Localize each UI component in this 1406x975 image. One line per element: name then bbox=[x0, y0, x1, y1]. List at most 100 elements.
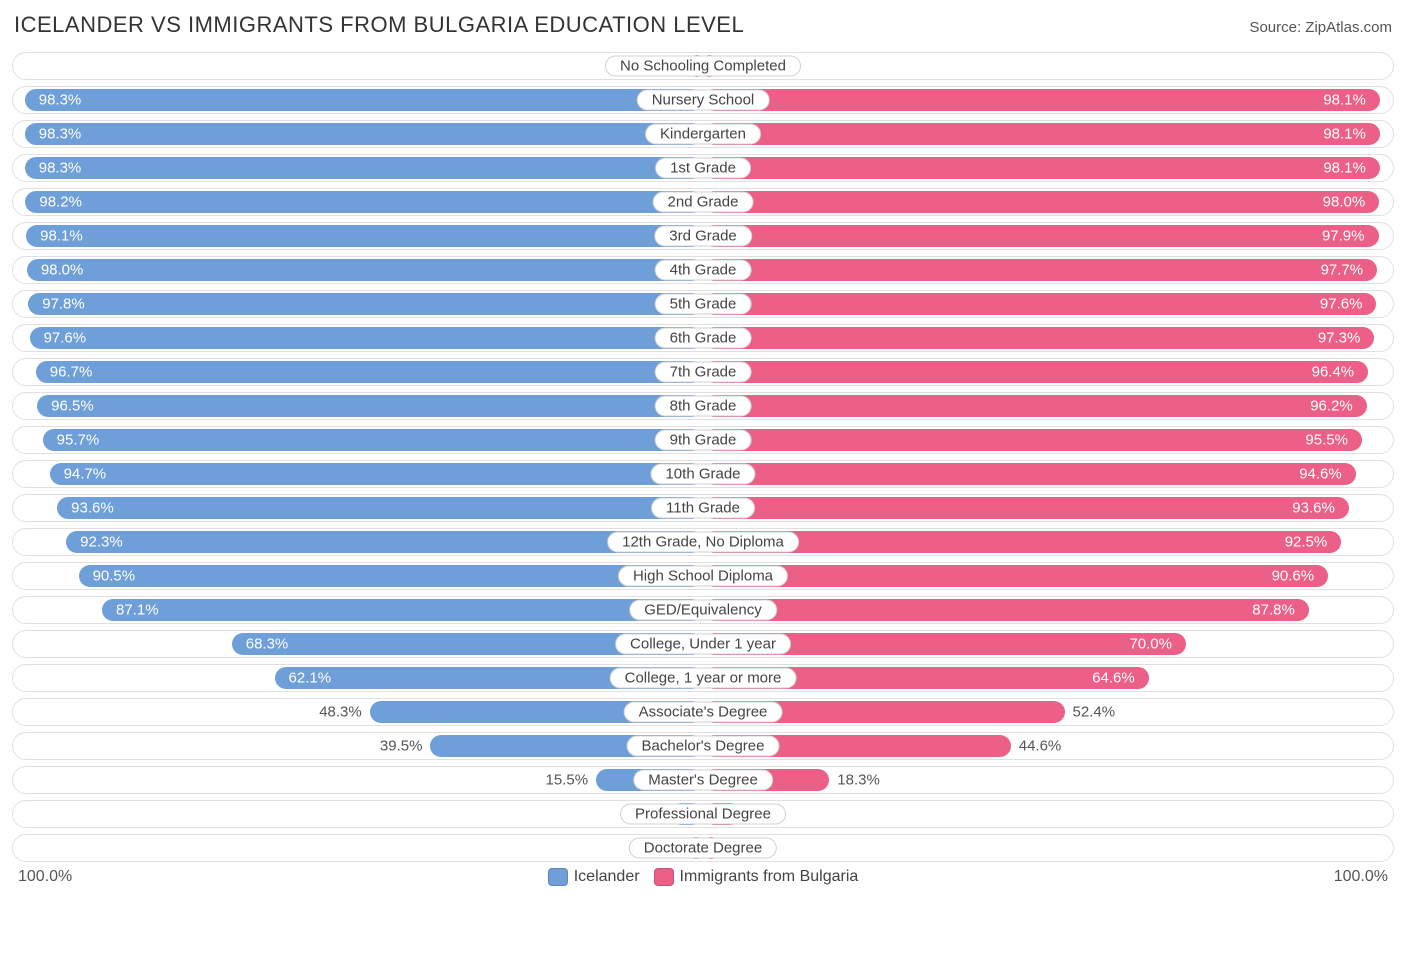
value-right: 90.6% bbox=[1272, 568, 1315, 585]
legend-swatch-right bbox=[654, 868, 674, 886]
value-left: 92.3% bbox=[80, 534, 123, 551]
value-left: 96.5% bbox=[51, 398, 94, 415]
value-left: 68.3% bbox=[246, 636, 289, 653]
bar-left bbox=[36, 361, 703, 383]
category-label: 6th Grade bbox=[655, 328, 752, 349]
value-left: 39.5% bbox=[380, 738, 423, 755]
category-label: Associate's Degree bbox=[624, 702, 783, 723]
category-label: Doctorate Degree bbox=[629, 838, 777, 859]
value-left: 98.0% bbox=[41, 262, 84, 279]
value-left: 98.1% bbox=[40, 228, 83, 245]
value-left: 96.7% bbox=[50, 364, 93, 381]
bar-left bbox=[27, 259, 703, 281]
chart-row: 95.7%95.5%9th Grade bbox=[12, 426, 1394, 454]
chart-row: 93.6%93.6%11th Grade bbox=[12, 494, 1394, 522]
chart-row: 98.3%98.1%1st Grade bbox=[12, 154, 1394, 182]
bar-left bbox=[57, 497, 703, 519]
chart-row: 98.0% 97.7% 4th Grade bbox=[12, 256, 1394, 284]
chart-row: 2.1%2.3%Doctorate Degree bbox=[12, 834, 1394, 862]
bar-right bbox=[703, 191, 1379, 213]
value-left: 90.5% bbox=[93, 568, 136, 585]
bar-left bbox=[25, 123, 703, 145]
bar-left bbox=[28, 293, 703, 315]
value-right: 93.6% bbox=[1292, 500, 1335, 517]
value-right: 95.5% bbox=[1305, 432, 1348, 449]
value-left: 93.6% bbox=[71, 500, 114, 517]
bar-left bbox=[43, 429, 703, 451]
bar-right bbox=[703, 225, 1379, 247]
chart-row: 39.5% 44.6% Bachelor's Degree bbox=[12, 732, 1394, 760]
diverging-bar-chart: 1.7%1.9%No Schooling Completed98.3%98.1%… bbox=[12, 52, 1394, 862]
chart-header: ICELANDER VS IMMIGRANTS FROM BULGARIA ED… bbox=[12, 12, 1394, 38]
chart-row: 62.1%64.6%College, 1 year or more bbox=[12, 664, 1394, 692]
chart-row: 98.3% 98.1% Kindergarten bbox=[12, 120, 1394, 148]
category-label: GED/Equivalency bbox=[629, 600, 777, 621]
category-label: High School Diploma bbox=[618, 566, 788, 587]
legend-item-left: Icelander bbox=[548, 868, 640, 886]
bar-right bbox=[703, 395, 1367, 417]
value-right: 97.3% bbox=[1318, 330, 1361, 347]
bar-right bbox=[703, 565, 1328, 587]
chart-row: 15.5% 18.3% Master's Degree bbox=[12, 766, 1394, 794]
category-label: Bachelor's Degree bbox=[627, 736, 780, 757]
value-left: 98.3% bbox=[39, 126, 82, 143]
bar-left bbox=[25, 89, 703, 111]
legend-label-right: Immigrants from Bulgaria bbox=[680, 868, 859, 886]
bar-left bbox=[37, 395, 703, 417]
category-label: 12th Grade, No Diploma bbox=[607, 532, 799, 553]
value-right: 97.6% bbox=[1320, 296, 1363, 313]
bar-right bbox=[703, 157, 1380, 179]
legend: Icelander Immigrants from Bulgaria bbox=[548, 868, 859, 886]
category-label: No Schooling Completed bbox=[605, 56, 801, 77]
value-right: 18.3% bbox=[837, 772, 880, 789]
category-label: College, 1 year or more bbox=[610, 668, 797, 689]
value-right: 98.1% bbox=[1323, 126, 1366, 143]
chart-row: 96.7%96.4%7th Grade bbox=[12, 358, 1394, 386]
chart-row: 96.5%96.2%8th Grade bbox=[12, 392, 1394, 420]
chart-row: 94.7%94.6%10th Grade bbox=[12, 460, 1394, 488]
value-right: 52.4% bbox=[1073, 704, 1116, 721]
value-left: 62.1% bbox=[289, 670, 332, 687]
legend-label-left: Icelander bbox=[574, 868, 640, 886]
value-right: 44.6% bbox=[1019, 738, 1062, 755]
category-label: Kindergarten bbox=[645, 124, 761, 145]
value-left: 98.3% bbox=[39, 160, 82, 177]
value-left: 95.7% bbox=[57, 432, 100, 449]
category-label: 3rd Grade bbox=[654, 226, 752, 247]
category-label: Master's Degree bbox=[633, 770, 773, 791]
bar-left bbox=[25, 157, 703, 179]
bar-left bbox=[25, 191, 703, 213]
bar-right bbox=[703, 497, 1349, 519]
category-label: Professional Degree bbox=[620, 804, 786, 825]
chart-row: 97.6%97.3%6th Grade bbox=[12, 324, 1394, 352]
category-label: 8th Grade bbox=[655, 396, 752, 417]
bar-right bbox=[703, 327, 1374, 349]
value-right: 96.4% bbox=[1312, 364, 1355, 381]
value-right: 92.5% bbox=[1285, 534, 1328, 551]
value-right: 97.7% bbox=[1321, 262, 1364, 279]
chart-row: 98.3%98.1%Nursery School bbox=[12, 86, 1394, 114]
bar-left bbox=[26, 225, 703, 247]
bar-left bbox=[30, 327, 703, 349]
category-label: 4th Grade bbox=[655, 260, 752, 281]
value-right: 70.0% bbox=[1129, 636, 1172, 653]
bar-left bbox=[79, 565, 703, 587]
value-right: 97.9% bbox=[1322, 228, 1365, 245]
value-right: 94.6% bbox=[1299, 466, 1342, 483]
value-left: 48.3% bbox=[319, 704, 362, 721]
value-left: 15.5% bbox=[546, 772, 589, 789]
chart-footer: 100.0% Icelander Immigrants from Bulgari… bbox=[12, 868, 1394, 886]
chart-row: 48.3% 52.4% Associate's Degree bbox=[12, 698, 1394, 726]
bar-right bbox=[703, 259, 1377, 281]
value-right: 98.1% bbox=[1323, 92, 1366, 109]
value-right: 98.1% bbox=[1323, 160, 1366, 177]
category-label: 2nd Grade bbox=[653, 192, 754, 213]
bar-right bbox=[703, 463, 1356, 485]
value-left: 97.8% bbox=[42, 296, 85, 313]
chart-source: Source: ZipAtlas.com bbox=[1249, 19, 1392, 36]
bar-left bbox=[50, 463, 703, 485]
value-left: 98.2% bbox=[39, 194, 82, 211]
bar-right bbox=[703, 599, 1309, 621]
axis-right-label: 100.0% bbox=[1334, 868, 1388, 886]
chart-row: 90.5% 90.6% High School Diploma bbox=[12, 562, 1394, 590]
